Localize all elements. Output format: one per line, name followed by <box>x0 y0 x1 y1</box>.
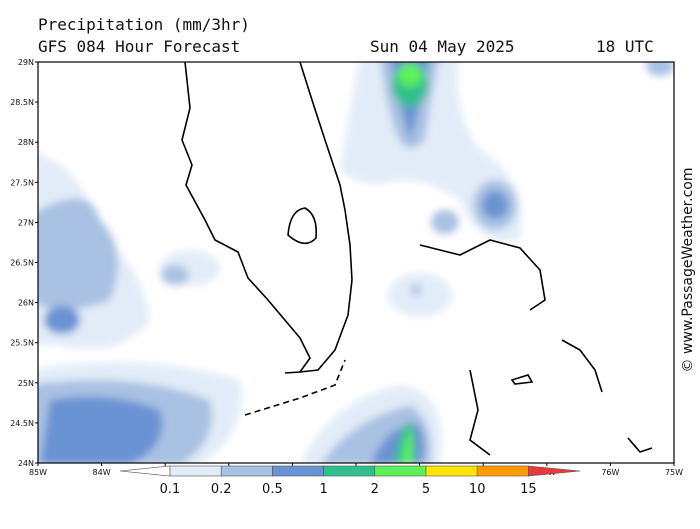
legend-label: 10 <box>469 482 486 497</box>
legend-swatch <box>220 465 273 477</box>
lat-label: 25N <box>18 379 34 388</box>
coastline <box>181 62 653 456</box>
lat-label: 25.5N <box>10 339 34 348</box>
legend-swatch <box>425 465 478 477</box>
legend-swatch <box>476 465 529 477</box>
subtitle: GFS 084 Hour Forecast <box>38 37 240 56</box>
legend-label: 1 <box>319 482 327 497</box>
legend-label: 5 <box>422 482 430 497</box>
legend-label: 2 <box>371 482 379 497</box>
legend-swatch <box>323 465 376 477</box>
lon-label: 76W <box>601 468 619 477</box>
lat-label: 28.5N <box>10 98 34 107</box>
lat-label: 27N <box>18 218 34 227</box>
legend-label: 0.1 <box>160 482 181 497</box>
legend-swatch <box>272 465 324 477</box>
lat-label: 28N <box>18 138 34 147</box>
lon-label: 75W <box>665 468 683 477</box>
precip <box>38 62 674 463</box>
lon-label: 84W <box>93 468 111 477</box>
legend-label: 0.5 <box>262 482 283 497</box>
lat-label: 26.5N <box>10 259 34 268</box>
legend-arrow <box>528 465 581 477</box>
legend-swatch <box>374 465 427 477</box>
legend-label: 0.2 <box>211 482 232 497</box>
legend-swatch <box>169 465 222 477</box>
watermark: © www.PassageWeather.com <box>680 167 696 372</box>
lat-label: 27.5N <box>10 178 34 187</box>
title: Precipitation (mm/3hr) <box>38 15 250 34</box>
lon-label: 85W <box>29 468 47 477</box>
legend-arrow <box>119 465 171 477</box>
lat-label: 29N <box>18 58 34 67</box>
date: Sun 04 May 2025 <box>370 37 515 56</box>
lat-label: 24N <box>18 459 34 468</box>
legend-label: 15 <box>520 482 537 497</box>
lat-label: 24.5N <box>10 419 34 428</box>
time: 18 UTC <box>596 37 654 56</box>
lat-label: 26N <box>18 299 34 308</box>
